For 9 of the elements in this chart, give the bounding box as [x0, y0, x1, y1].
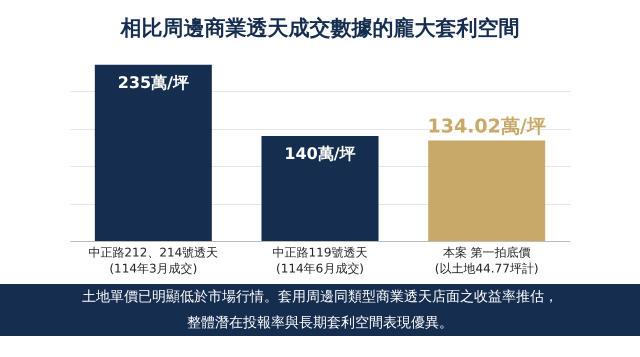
- data-label: 235萬/坪: [118, 72, 189, 92]
- x-tick-label: 中正路119號透天 (114年6月成交): [272, 246, 368, 276]
- data-label: 140萬/坪: [284, 144, 356, 163]
- text: 整體潛在投報率與長期套利空間表現優異。: [187, 315, 453, 331]
- text: 土地單價已明顯低於市場行情。套用周邊同類型商業透天店面之收益率推估，: [82, 289, 558, 305]
- data-label: 134.02萬/坪: [428, 115, 546, 138]
- x-tick-label: 本案 第一拍底價 (以土地44.77坪計): [434, 246, 539, 276]
- x-tick-label: 中正路212、214號透天 (114年3月成交): [88, 246, 218, 276]
- chart-title: 相比周邊商業透天成交數據的龐大套利空間: [120, 16, 520, 40]
